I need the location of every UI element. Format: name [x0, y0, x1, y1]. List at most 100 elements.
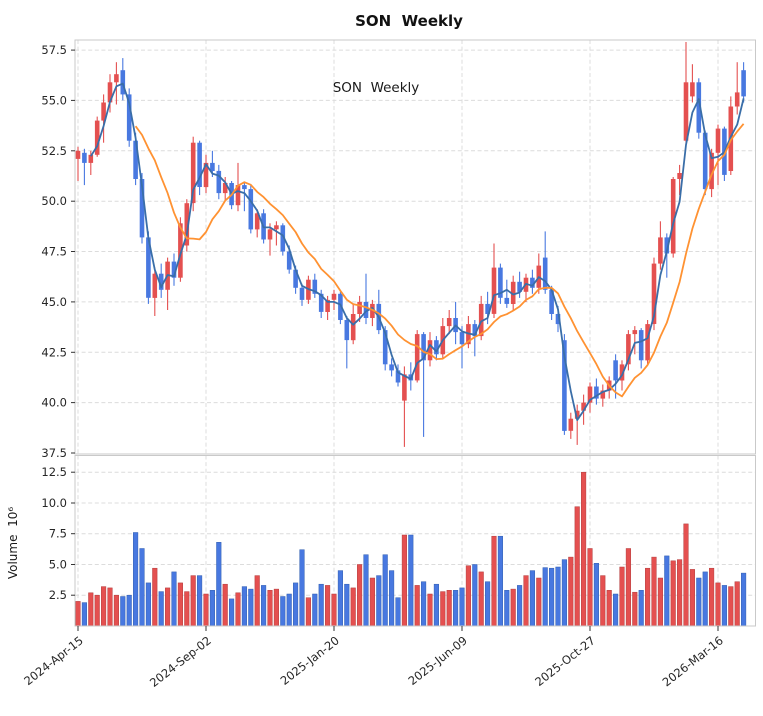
volume-bar: [312, 593, 318, 627]
candle-body: [459, 332, 465, 345]
candle-body: [549, 289, 554, 314]
inset-label: SON Weekly: [333, 80, 420, 96]
volume-bar: [267, 590, 273, 627]
volume-bar: [696, 577, 702, 627]
volume-bar: [248, 588, 254, 627]
candle-body: [434, 340, 439, 355]
candle-body: [645, 324, 650, 361]
candle-body: [581, 402, 586, 411]
candle-body: [312, 279, 318, 294]
volume-bar: [337, 570, 343, 627]
candle-body: [331, 293, 337, 300]
volume-bar: [581, 471, 587, 627]
candle-body: [75, 150, 81, 159]
volume-bar: [510, 588, 516, 627]
candle-body: [696, 82, 702, 133]
volume-bar: [670, 560, 676, 627]
volume-bar: [171, 571, 177, 627]
candle-body: [485, 303, 490, 314]
volume-bar: [529, 570, 535, 627]
candle-body: [446, 318, 452, 327]
volume-bar: [235, 592, 241, 627]
candle-body: [107, 82, 113, 103]
volume-bar: [555, 566, 561, 627]
volume-bar: [280, 596, 286, 627]
volume-bar: [81, 602, 87, 627]
candle-body: [126, 94, 132, 141]
candle-body: [389, 364, 394, 371]
volume-bar: [389, 570, 395, 627]
candle-body: [498, 267, 503, 298]
candle-body: [350, 314, 356, 341]
volume-bar: [273, 588, 279, 627]
candle-body: [82, 152, 87, 163]
candle-body: [568, 418, 574, 431]
candle-body: [427, 340, 433, 361]
volume-bar: [88, 592, 94, 627]
candle-body: [171, 261, 177, 278]
volume-bar: [485, 581, 491, 627]
volume-bar: [702, 571, 708, 627]
candle-body: [139, 179, 145, 238]
candle-body: [414, 334, 420, 381]
volume-bar: [523, 575, 529, 627]
gridlines: [75, 40, 756, 626]
svg-text:37.5: 37.5: [41, 446, 67, 460]
volume-bar: [325, 585, 331, 627]
candle-body: [382, 330, 388, 365]
candle-body: [690, 82, 695, 97]
volume-bar: [152, 567, 158, 627]
volume-bar: [190, 575, 196, 627]
volume-bar: [299, 549, 305, 627]
volume-bar: [209, 590, 215, 627]
candle-body: [325, 299, 330, 312]
svg-text:2024-Apr-15: 2024-Apr-15: [21, 633, 86, 688]
volume-bar: [305, 597, 311, 627]
volume-axis-label: Volume 10⁶: [6, 507, 20, 580]
volume-bars: [75, 471, 747, 627]
candle-body: [664, 237, 670, 254]
candle-body: [600, 390, 606, 399]
volume-bar: [504, 590, 510, 627]
volume-bar: [216, 542, 222, 627]
svg-text:47.5: 47.5: [41, 245, 67, 259]
svg-text:52.5: 52.5: [41, 144, 67, 158]
volume-bar: [222, 583, 228, 627]
candle-body: [203, 162, 209, 188]
svg-text:2.5: 2.5: [49, 588, 67, 602]
candle-body: [197, 142, 202, 187]
candle-body: [594, 386, 599, 399]
candle-body: [562, 340, 567, 431]
volume-bar: [331, 593, 337, 627]
volume-bar: [491, 535, 497, 627]
candle-body: [626, 334, 631, 365]
candle-body: [619, 364, 625, 381]
candle-body: [421, 334, 426, 361]
volume-bar: [427, 593, 433, 627]
volume-bar: [139, 548, 145, 627]
volume-bar: [197, 575, 203, 627]
volume-bar: [657, 577, 663, 627]
candle-body: [510, 281, 516, 304]
candle-body: [587, 386, 593, 403]
volume-bar: [734, 581, 740, 627]
candle-body: [146, 237, 151, 298]
volume-bar: [421, 581, 427, 627]
svg-text:2026-Mar-16: 2026-Mar-16: [660, 633, 726, 689]
svg-text:2024-Sep-02: 2024-Sep-02: [147, 633, 214, 690]
volume-bar: [478, 571, 484, 627]
candle-body: [120, 70, 126, 95]
svg-text:10.0: 10.0: [41, 496, 67, 510]
candle-body: [670, 179, 676, 254]
candle-body: [338, 293, 343, 320]
svg-text:2025-Jan-20: 2025-Jan-20: [278, 633, 342, 687]
candle-body: [133, 140, 138, 179]
candle-body: [363, 301, 369, 318]
candle-body: [101, 102, 106, 121]
volume-bar: [433, 583, 439, 627]
candlesticks: [75, 42, 746, 447]
volume-bar: [497, 535, 503, 627]
candle-body: [638, 330, 644, 361]
svg-text:42.5: 42.5: [41, 345, 67, 359]
